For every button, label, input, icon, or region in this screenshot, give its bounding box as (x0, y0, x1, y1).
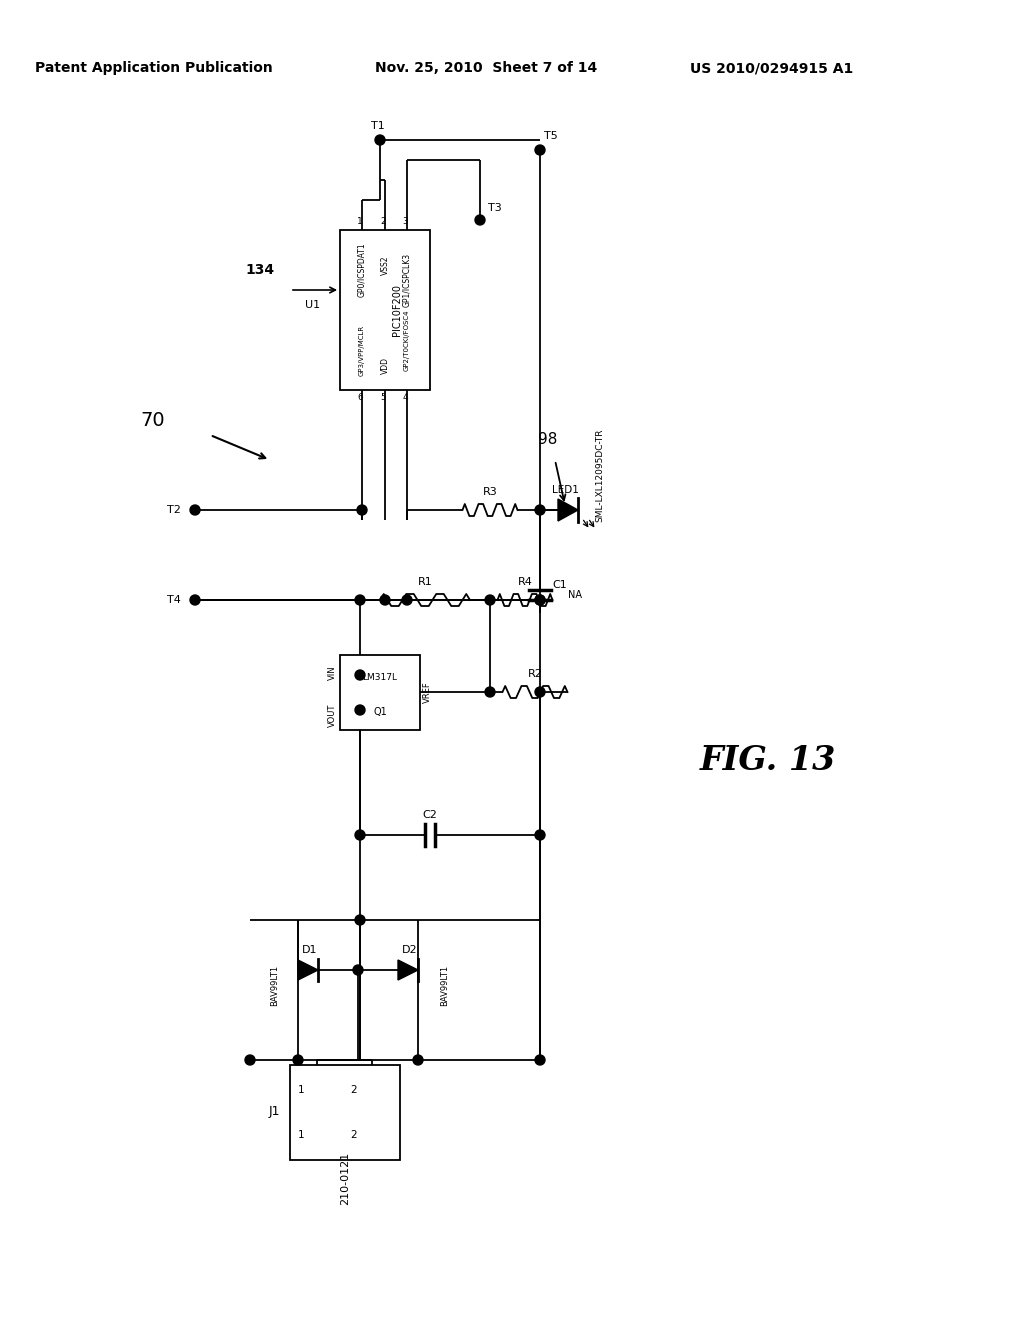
Circle shape (353, 965, 362, 975)
Text: 1: 1 (298, 1085, 304, 1096)
Circle shape (357, 506, 367, 515)
Text: GP3/VPP/MCLR: GP3/VPP/MCLR (359, 325, 365, 376)
Circle shape (535, 830, 545, 840)
Text: C1: C1 (552, 579, 566, 590)
Text: VDD: VDD (381, 356, 389, 374)
Text: Q1: Q1 (373, 708, 387, 717)
Circle shape (535, 145, 545, 154)
Circle shape (190, 506, 200, 515)
Circle shape (535, 686, 545, 697)
Bar (340, 655, 420, 730)
Text: T2: T2 (167, 506, 181, 515)
Circle shape (535, 1055, 545, 1065)
Text: 134: 134 (246, 263, 274, 277)
Text: T5: T5 (544, 131, 558, 141)
Text: Nov. 25, 2010  Sheet 7 of 14: Nov. 25, 2010 Sheet 7 of 14 (375, 61, 597, 75)
Circle shape (485, 686, 495, 697)
Text: VIN: VIN (328, 665, 337, 680)
Text: R1: R1 (418, 577, 432, 587)
Text: BAV99LT1: BAV99LT1 (440, 965, 450, 1006)
Text: GP0/ICSPDAT1: GP0/ICSPDAT1 (357, 243, 367, 297)
Circle shape (190, 595, 200, 605)
Text: T4: T4 (167, 595, 181, 605)
Text: US 2010/0294915 A1: US 2010/0294915 A1 (690, 61, 853, 75)
Text: 6: 6 (357, 393, 362, 403)
Text: 3: 3 (402, 218, 408, 227)
Text: LED1: LED1 (552, 484, 579, 495)
Bar (340, 230, 430, 389)
Circle shape (355, 705, 365, 715)
Circle shape (475, 215, 485, 224)
Text: VREF: VREF (423, 681, 432, 702)
Bar (290, 1065, 400, 1160)
Text: NA: NA (568, 590, 582, 601)
Text: 1: 1 (357, 218, 362, 227)
Circle shape (485, 595, 495, 605)
Polygon shape (398, 960, 418, 979)
Text: GP2/T0CKI/FOSC4: GP2/T0CKI/FOSC4 (404, 309, 410, 371)
Text: GP1/ICSPCLK3: GP1/ICSPCLK3 (402, 253, 412, 308)
Text: 2: 2 (350, 1085, 356, 1096)
Text: 5: 5 (380, 393, 386, 403)
Text: Patent Application Publication: Patent Application Publication (35, 61, 272, 75)
Text: BAV99LT1: BAV99LT1 (270, 965, 280, 1006)
Text: FIG. 13: FIG. 13 (700, 743, 837, 776)
Text: VOUT: VOUT (328, 704, 337, 727)
Text: R4: R4 (517, 577, 532, 587)
Text: 210-0121: 210-0121 (340, 1151, 350, 1205)
Text: R3: R3 (482, 487, 498, 498)
Circle shape (535, 506, 545, 515)
Text: 2: 2 (380, 218, 386, 227)
Text: PIC10F200: PIC10F200 (392, 284, 402, 337)
Circle shape (293, 1055, 303, 1065)
Circle shape (355, 595, 365, 605)
Text: D2: D2 (402, 945, 418, 954)
Circle shape (535, 595, 545, 605)
Circle shape (375, 135, 385, 145)
Text: T1: T1 (371, 121, 385, 131)
Circle shape (402, 595, 412, 605)
Text: J1: J1 (268, 1106, 280, 1118)
Circle shape (355, 671, 365, 680)
Circle shape (245, 1055, 255, 1065)
Circle shape (355, 830, 365, 840)
Text: R2: R2 (527, 669, 543, 678)
Text: LM317L: LM317L (362, 672, 397, 681)
Polygon shape (558, 499, 578, 521)
Text: SML-LXL12095DC-TR: SML-LXL12095DC-TR (595, 428, 604, 521)
Text: 2: 2 (350, 1130, 356, 1140)
Text: 98: 98 (538, 433, 557, 447)
Text: 4: 4 (402, 393, 408, 403)
Text: 1: 1 (298, 1130, 304, 1140)
Text: U1: U1 (305, 300, 321, 310)
Text: C2: C2 (423, 810, 437, 820)
Text: 70: 70 (140, 411, 165, 429)
Circle shape (413, 1055, 423, 1065)
Text: D1: D1 (302, 945, 317, 954)
Text: VSS2: VSS2 (381, 255, 389, 275)
Text: T3: T3 (488, 203, 502, 213)
Circle shape (380, 595, 390, 605)
Circle shape (355, 915, 365, 925)
Polygon shape (298, 960, 318, 979)
Circle shape (535, 595, 545, 605)
